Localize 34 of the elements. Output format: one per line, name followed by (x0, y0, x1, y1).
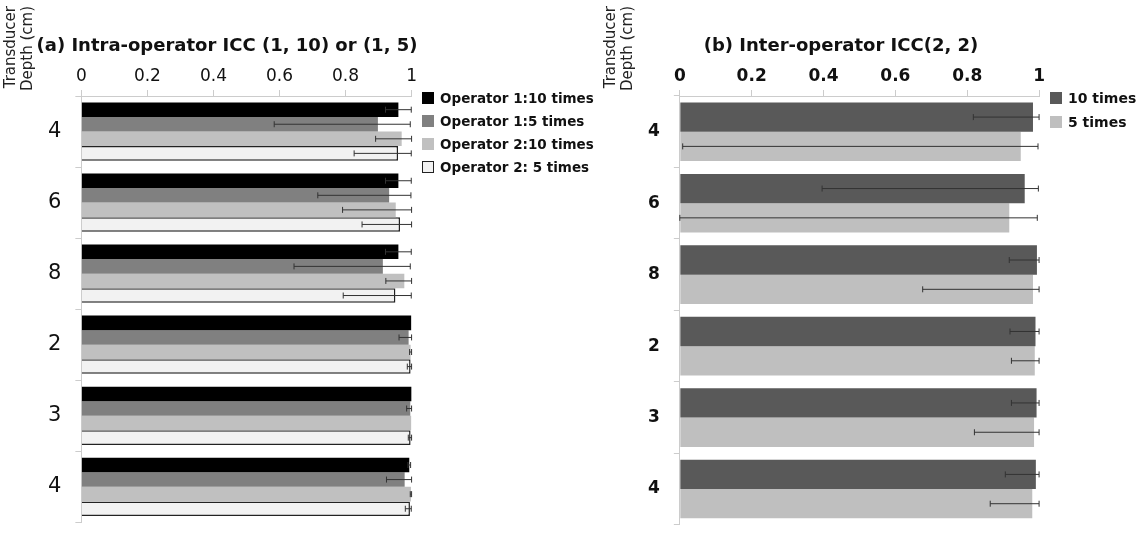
chart-title: (a) Intra-operator ICC (1, 10) or (1, 5) (36, 34, 418, 56)
y-tick-label: 2 (647, 334, 660, 355)
legend-label: Operator 2:10 times (440, 135, 594, 152)
y-tick-label: 3 (647, 406, 660, 427)
x-tick-label: 0.8 (952, 65, 983, 86)
x-tick-label: 0.8 (332, 65, 360, 86)
x-tick-label: 0.6 (880, 65, 911, 86)
y-tick-label: 4 (647, 120, 660, 141)
x-tick-label: 0.6 (265, 65, 294, 86)
y-tick-label: 6 (47, 189, 62, 214)
y-tick-label: 6 (647, 191, 660, 212)
x-tick-label: 0.2 (133, 65, 161, 86)
legend-label: Operator 2: 5 times (440, 158, 590, 175)
y-tick-label: 4 (47, 473, 62, 498)
y-axis-title: Transducer Depth (cm) (601, 6, 636, 94)
chart-title: (b) Inter-operator ICC(2, 2) (703, 34, 979, 56)
legend-label: 5 times (1068, 114, 1127, 130)
legend-label: 10 times (1068, 90, 1137, 106)
y-tick-label: 3 (47, 402, 62, 427)
x-tick-label: 0 (75, 65, 87, 86)
x-tick-label: 1 (406, 65, 418, 86)
x-tick-label: 0 (673, 65, 686, 86)
y-tick-label: 8 (647, 263, 660, 284)
legend-label: Operator 1:10 times (440, 89, 594, 106)
x-tick-label: 0.4 (808, 65, 839, 86)
y-tick-label: 4 (47, 117, 62, 142)
y-tick-label: 2 (47, 331, 62, 356)
x-tick-label: 0.2 (736, 65, 767, 86)
y-tick-label: 4 (647, 477, 660, 498)
y-tick-label: 8 (47, 260, 62, 285)
x-tick-label: 1 (1033, 65, 1046, 86)
legend-label: Operator 1:5 times (440, 112, 585, 129)
x-tick-label: 0.4 (199, 65, 227, 86)
y-axis-title: Transducer Depth (cm) (1, 6, 36, 94)
